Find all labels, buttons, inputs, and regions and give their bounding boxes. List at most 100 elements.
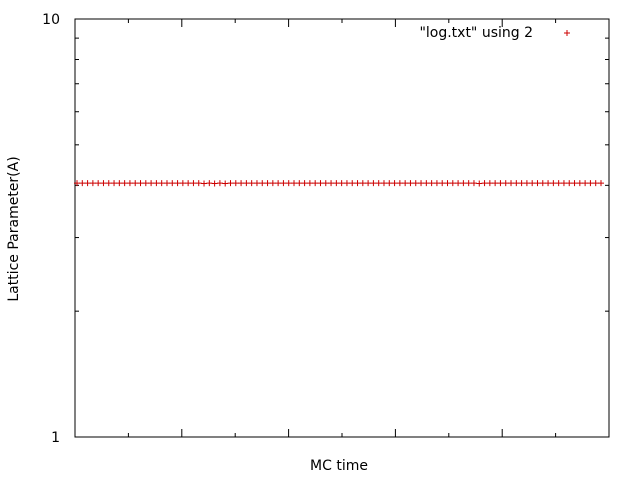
data-point xyxy=(105,180,112,187)
data-point xyxy=(322,180,329,187)
data-point xyxy=(121,180,128,187)
data-point xyxy=(275,180,282,187)
data-point xyxy=(354,180,361,187)
data-point xyxy=(185,180,192,187)
data-point xyxy=(280,180,287,187)
data-point xyxy=(317,180,324,187)
data-point xyxy=(433,180,440,187)
data-point xyxy=(534,180,541,187)
data-point xyxy=(333,180,340,187)
data-point xyxy=(492,180,499,187)
data-point xyxy=(179,180,186,187)
data-point xyxy=(481,180,488,187)
data-point xyxy=(264,180,271,187)
data-point xyxy=(296,180,303,187)
data-point xyxy=(428,180,435,187)
data-point xyxy=(285,180,292,187)
data-point xyxy=(518,180,525,187)
legend-marker xyxy=(564,30,570,36)
data-point xyxy=(582,180,589,187)
data-point xyxy=(116,180,123,187)
data-point xyxy=(349,180,356,187)
data-point xyxy=(343,180,350,187)
data-point xyxy=(576,180,583,187)
data-point xyxy=(259,180,266,187)
data-point xyxy=(566,180,573,187)
y-tick-label: 10 xyxy=(42,12,60,28)
data-point xyxy=(306,180,313,187)
data-point xyxy=(201,180,208,187)
data-point xyxy=(486,180,493,187)
data-point xyxy=(396,180,403,187)
data-point xyxy=(555,180,562,187)
data-point xyxy=(455,180,462,187)
data-point xyxy=(365,180,372,187)
data-point xyxy=(412,180,419,187)
data-point xyxy=(592,180,599,187)
data-point xyxy=(142,180,149,187)
data-point xyxy=(418,180,425,187)
data-point xyxy=(174,180,181,187)
data-point xyxy=(132,180,139,187)
data-point xyxy=(439,180,446,187)
data-point xyxy=(163,180,170,187)
data-point xyxy=(550,180,557,187)
data-point xyxy=(497,180,504,187)
data-point xyxy=(338,180,345,187)
data-point xyxy=(89,180,96,187)
data-point xyxy=(312,180,319,187)
data-point xyxy=(148,180,155,187)
data-point xyxy=(402,180,409,187)
data-point xyxy=(423,180,430,187)
data-point xyxy=(211,180,218,187)
legend-marker-symbol xyxy=(564,30,570,36)
data-point xyxy=(216,180,223,187)
data-point xyxy=(232,180,239,187)
data-point xyxy=(465,180,472,187)
data-point xyxy=(206,180,213,187)
data-point xyxy=(375,180,382,187)
data-point xyxy=(359,180,366,187)
y-tick-label: 1 xyxy=(51,430,60,446)
data-point xyxy=(248,180,255,187)
data-point xyxy=(523,180,530,187)
data-point xyxy=(539,180,546,187)
plot-frame xyxy=(74,18,610,438)
data-point xyxy=(449,180,456,187)
data-point xyxy=(190,180,197,187)
data-point xyxy=(238,180,245,187)
data-point xyxy=(328,180,335,187)
y-axis-label: Lattice Parameter(A) xyxy=(6,156,22,301)
data-point xyxy=(291,180,298,187)
data-point xyxy=(137,180,144,187)
y-tick-labels: 1 10 xyxy=(42,12,60,446)
data-point xyxy=(95,180,102,187)
data-point xyxy=(79,180,86,187)
data-point xyxy=(587,180,594,187)
data-point xyxy=(380,180,387,187)
data-point xyxy=(529,180,536,187)
data-point xyxy=(227,180,234,187)
data-point xyxy=(508,180,515,187)
data-point xyxy=(269,180,276,187)
data-point xyxy=(301,180,308,187)
data-point xyxy=(153,180,160,187)
data-point xyxy=(391,180,398,187)
data-point xyxy=(513,180,520,187)
data-point xyxy=(74,180,80,187)
data-point xyxy=(545,180,552,187)
data-point xyxy=(243,180,250,187)
x-axis-label: MC time xyxy=(310,458,368,474)
legend-label: "log.txt" using 2 xyxy=(419,25,533,41)
data-point xyxy=(407,180,414,187)
data-point xyxy=(502,180,509,187)
data-point xyxy=(560,180,567,187)
data-point xyxy=(571,180,578,187)
data-points xyxy=(74,180,604,187)
data-point xyxy=(444,180,451,187)
axis-ticks xyxy=(75,19,609,437)
data-point xyxy=(253,180,260,187)
data-point xyxy=(195,180,202,187)
data-point xyxy=(126,180,133,187)
